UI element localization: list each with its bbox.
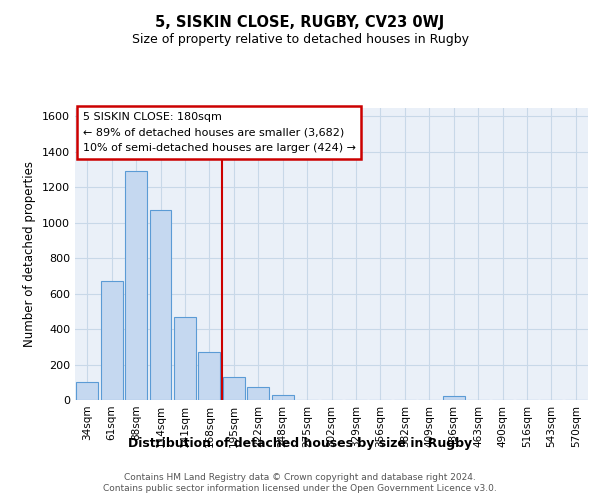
Text: 5, SISKIN CLOSE, RUGBY, CV23 0WJ: 5, SISKIN CLOSE, RUGBY, CV23 0WJ xyxy=(155,15,445,30)
Bar xyxy=(101,281,122,400)
Bar xyxy=(443,396,464,400)
Bar xyxy=(149,210,172,400)
Text: Distribution of detached houses by size in Rugby: Distribution of detached houses by size … xyxy=(128,438,472,450)
Text: Size of property relative to detached houses in Rugby: Size of property relative to detached ho… xyxy=(131,32,469,46)
Bar xyxy=(199,352,220,400)
Bar xyxy=(174,316,196,400)
Y-axis label: Number of detached properties: Number of detached properties xyxy=(23,161,37,347)
Text: 5 SISKIN CLOSE: 180sqm
← 89% of detached houses are smaller (3,682)
10% of semi-: 5 SISKIN CLOSE: 180sqm ← 89% of detached… xyxy=(83,112,356,153)
Text: Contains public sector information licensed under the Open Government Licence v3: Contains public sector information licen… xyxy=(103,484,497,493)
Bar xyxy=(125,172,147,400)
Bar xyxy=(223,377,245,400)
Bar xyxy=(76,382,98,400)
Text: Contains HM Land Registry data © Crown copyright and database right 2024.: Contains HM Land Registry data © Crown c… xyxy=(124,472,476,482)
Bar xyxy=(272,394,293,400)
Bar xyxy=(247,386,269,400)
